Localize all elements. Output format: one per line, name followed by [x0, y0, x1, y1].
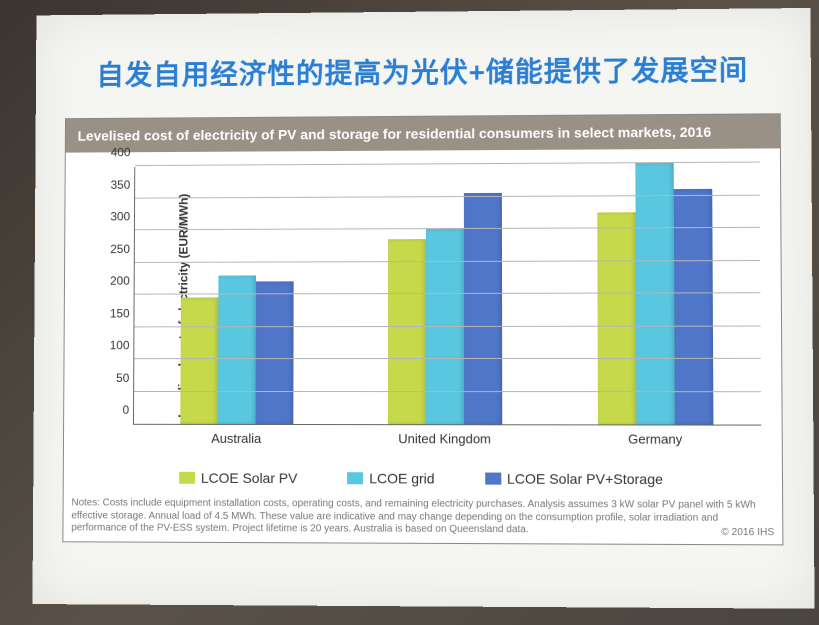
x-tick-label: Germany [550, 432, 762, 447]
bar [635, 163, 674, 424]
legend-item: LCOE Solar PV+Storage [485, 471, 663, 488]
y-tick: 300 [96, 210, 130, 224]
legend-swatch [347, 472, 363, 484]
y-tick: 350 [96, 178, 130, 192]
bar [597, 212, 636, 424]
legend-item: LCOE grid [347, 470, 434, 486]
bar [256, 282, 294, 425]
y-tick: 0 [95, 403, 130, 417]
y-tick: 400 [96, 146, 130, 160]
copyright: © 2016 IHS [721, 527, 774, 540]
bar [673, 189, 713, 425]
plot-area: 050100150200250300350400 [133, 164, 761, 426]
bar [181, 298, 219, 424]
y-tick: 200 [95, 274, 129, 288]
legend: LCOE Solar PV LCOE grid LCOE Solar PV+Stor… [64, 460, 782, 496]
y-tick: 50 [95, 371, 130, 385]
chart-body: Levelised cost of electricity (EUR/MWh) … [64, 149, 782, 462]
bar [426, 229, 464, 424]
bar-group [597, 163, 713, 425]
x-axis-labels: AustraliaUnited KingdomGermany [133, 431, 762, 447]
notes-text: Notes: Costs include equipment installat… [71, 498, 755, 536]
legend-label: LCOE Solar PV [201, 470, 298, 486]
slide-title: 自发自用经济性的提高为光伏+储能提供了发展空间 [65, 48, 780, 93]
legend-label: LCOE Solar PV+Storage [507, 471, 663, 488]
bar [218, 275, 256, 424]
legend-swatch [179, 472, 195, 484]
legend-item: LCOE Solar PV [179, 470, 297, 486]
x-tick-label: Australia [133, 431, 340, 446]
y-tick: 250 [96, 242, 130, 256]
legend-label: LCOE grid [369, 470, 434, 486]
y-tick: 150 [95, 306, 129, 320]
slide: 自发自用经济性的提高为光伏+储能提供了发展空间 Levelised cost o… [32, 8, 814, 609]
chart-title: Levelised cost of electricity of PV and … [66, 114, 780, 153]
chart-container: Levelised cost of electricity of PV and … [62, 113, 783, 545]
x-tick-label: United Kingdom [340, 431, 549, 446]
legend-swatch [485, 473, 501, 485]
bar [388, 239, 426, 424]
y-tick: 100 [95, 338, 129, 352]
chart-notes: Notes: Costs include equipment installat… [63, 494, 782, 544]
bar-group [181, 275, 294, 424]
